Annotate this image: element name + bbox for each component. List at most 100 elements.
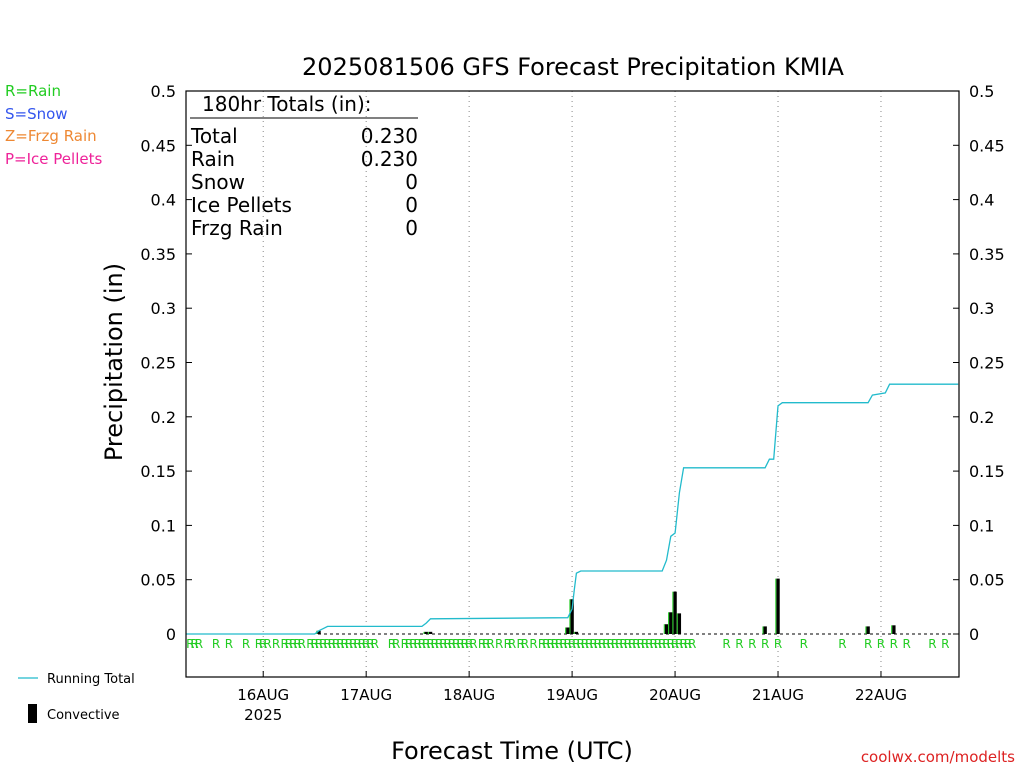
- ptype-mark-r: R: [594, 637, 602, 651]
- totals-header: 180hr Totals (in):: [202, 92, 372, 116]
- ptype-mark-r: R: [542, 637, 550, 651]
- ptype-mark-r: R: [735, 637, 743, 651]
- ptype-mark-r: R: [903, 637, 911, 651]
- totals-box: 180hr Totals (in): Total 0.230 Rain 0.23…: [190, 92, 418, 240]
- ptype-mark-r: R: [611, 637, 619, 651]
- ptype-mark-r: R: [212, 637, 220, 651]
- ptype-mark-r: R: [619, 637, 627, 651]
- ptype-mark-r: R: [306, 637, 314, 651]
- ptype-mark-r: R: [637, 637, 645, 651]
- ptype-mark-r: R: [928, 637, 936, 651]
- ptype-mark-r: R: [555, 637, 563, 651]
- y-tick-label-right: 0: [969, 625, 979, 644]
- ptype-mark-r: R: [225, 637, 233, 651]
- ptype-mark-r: R: [774, 637, 782, 651]
- convective-bar-edge: [565, 627, 567, 634]
- y-tick-label-right: 0.25: [969, 354, 1005, 373]
- y-axis-ticks: 0 00.05 0.050.1 0.10.15 0.150.2 0.20.25 0.250.…: [140, 82, 1004, 644]
- legend-running-total-label: Running Total: [47, 672, 135, 687]
- convective-bar-edge: [891, 625, 893, 634]
- ptype-mark-r: R: [679, 637, 687, 651]
- ptype-mark-r: R: [504, 637, 512, 651]
- convective-bar: [892, 625, 896, 634]
- x-axis-label: Forecast Time (UTC): [391, 737, 633, 765]
- ptype-mark-r: R: [645, 637, 653, 651]
- totals-label-rain: Rain: [191, 147, 235, 171]
- ptype-mark-r: R: [341, 637, 349, 651]
- ptype-mark-r: R: [658, 637, 666, 651]
- ptype-mark-r: R: [748, 637, 756, 651]
- y-tick-label-left: 0.3: [151, 299, 176, 318]
- ptype-mark-r: R: [890, 637, 898, 651]
- convective-bars: [316, 578, 896, 634]
- convective-bar-edge: [423, 631, 425, 634]
- y-tick-label-right: 0.45: [969, 136, 1005, 155]
- ptype-mark-r: R: [328, 637, 336, 651]
- x-tick-label: 17AUG: [340, 686, 392, 704]
- totals-value-rain: 0.230: [361, 147, 418, 171]
- ptype-legend-snow: S=Snow: [5, 105, 68, 123]
- y-tick-label-right: 0.5: [969, 82, 994, 101]
- ptype-mark-r: R: [418, 637, 426, 651]
- ptype-mark-r: R: [684, 637, 692, 651]
- convective-bar-edge: [762, 626, 764, 634]
- running-total-line: [186, 383, 959, 635]
- ptype-mark-r: R: [538, 637, 546, 651]
- ptype-mark-r: R: [345, 637, 353, 651]
- ptype-mark-r: R: [800, 637, 808, 651]
- convective-bar: [763, 626, 767, 634]
- ptype-mark-r: R: [581, 637, 589, 651]
- ptype-mark-r: R: [577, 637, 585, 651]
- ptype-mark-r: R: [761, 637, 769, 651]
- ptype-mark-r: R: [838, 637, 846, 651]
- ptype-mark-r: R: [662, 637, 670, 651]
- convective-bar: [677, 613, 682, 634]
- ptype-mark-r: R: [336, 637, 344, 651]
- x-tick-label: 19AUG: [546, 686, 598, 704]
- ptype-mark-r: R: [564, 637, 572, 651]
- x-tick-label: 18AUG: [443, 686, 495, 704]
- y-tick-label-right: 0.35: [969, 245, 1005, 264]
- ptype-mark-r: R: [559, 637, 567, 651]
- x-axis-ticks: 16AUG 2025 17AUG 18AUG 19AUG 20AUG 21AUG 22AUG: [237, 671, 907, 724]
- ptype-mark-r: R: [469, 637, 477, 651]
- convective-bar-edge: [676, 613, 678, 634]
- ptype-mark-r: R: [508, 637, 516, 651]
- ptype-mark-r: R: [486, 637, 494, 651]
- ptype-mark-r: R: [285, 637, 293, 651]
- convective-bar: [428, 631, 433, 634]
- ptype-mark-r: R: [422, 637, 430, 651]
- ptype-mark-r: R: [311, 637, 319, 651]
- ptype-mark-r: R: [495, 637, 503, 651]
- ptype-mark-r: R: [323, 637, 331, 651]
- ptype-mark-r: R: [452, 637, 460, 651]
- ptype-mark-r: R: [242, 637, 250, 651]
- y-tick-label-left: 0.05: [140, 571, 176, 590]
- convective-bar-edge: [427, 631, 429, 634]
- ptype-mark-r: R: [280, 637, 288, 651]
- y-tick-label-left: 0.25: [140, 354, 176, 373]
- ptype-mark-r: R: [431, 637, 439, 651]
- y-tick-label-right: 0.1: [969, 516, 994, 535]
- ptype-mark-r: R: [688, 637, 696, 651]
- totals-label-frzg-rain: Frzg Rain: [191, 216, 283, 240]
- ptype-mark-r: R: [332, 637, 340, 651]
- ptype-mark-r: R: [358, 637, 366, 651]
- ptype-mark-r: R: [435, 637, 443, 651]
- ptype-mark-r: R: [641, 637, 649, 651]
- totals-label-total: Total: [190, 124, 238, 148]
- ptype-mark-r: R: [259, 637, 267, 651]
- credit-text: coolwx.com/modelts: [861, 748, 1015, 766]
- convective-bar: [776, 578, 780, 634]
- ptype-mark-r: R: [607, 637, 615, 651]
- ptype-mark-r: R: [628, 637, 636, 651]
- ptype-mark-r: R: [371, 637, 379, 651]
- ptype-legend: R=Rain S=Snow Z=Frzg Rain P=Ice Pellets: [5, 82, 102, 168]
- ptype-mark-r: R: [465, 637, 473, 651]
- ptype-mark-r: R: [289, 637, 297, 651]
- totals-value-snow: 0: [405, 170, 418, 194]
- ptype-mark-r: R: [521, 637, 529, 651]
- ptype-mark-r: R: [448, 637, 456, 651]
- ptype-mark-r: R: [654, 637, 662, 651]
